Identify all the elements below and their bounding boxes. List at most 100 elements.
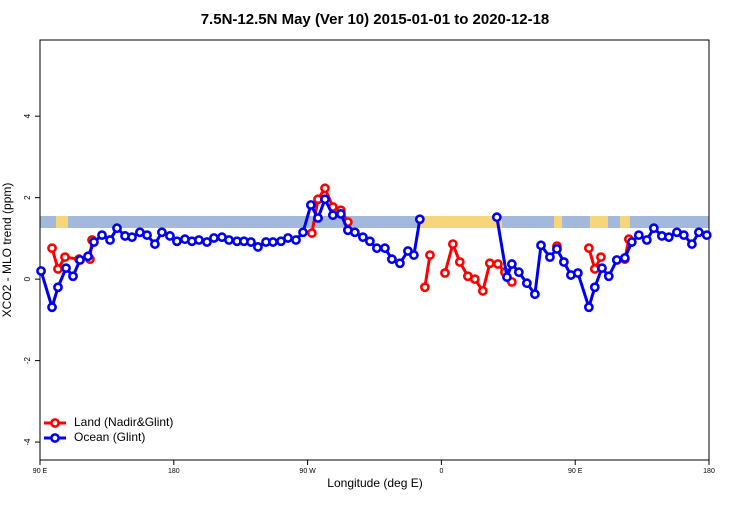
data-point [678, 230, 689, 241]
data-point [313, 213, 323, 223]
plot-frame [39, 39, 710, 461]
data-point [454, 257, 465, 267]
data-point [75, 255, 85, 265]
data-point [641, 235, 652, 245]
land-patch [620, 216, 630, 228]
data-point [545, 252, 555, 263]
data-point [127, 232, 137, 243]
data-point [47, 243, 57, 254]
x-tick-label: 0 [439, 468, 443, 475]
data-point [224, 235, 234, 245]
data-point [596, 252, 606, 263]
x-tick-label: 180 [703, 468, 715, 475]
data-point [477, 286, 488, 296]
data-point [414, 214, 425, 225]
data-point [693, 227, 704, 238]
data-point [83, 251, 93, 262]
data-point [172, 236, 182, 247]
data-point [327, 210, 338, 221]
data-point [202, 237, 212, 247]
data-point [253, 242, 263, 252]
legend-label: Land (Nadir&Glint) [74, 415, 173, 429]
land-patch [590, 216, 608, 228]
data-point [380, 243, 390, 254]
data-point [559, 257, 569, 267]
data-point [364, 236, 375, 247]
y-tick-label: 0 [23, 276, 32, 281]
data-point [506, 259, 517, 269]
chart-title: 7.5N-12.5N May (Ver 10) 2015-01-01 to 20… [201, 11, 550, 28]
data-point [491, 212, 502, 223]
data-point [536, 240, 546, 251]
data-point [320, 194, 330, 205]
x-tick-label: 90 E [33, 468, 48, 475]
data-point [157, 227, 167, 238]
data-point [419, 282, 430, 293]
x-tick-label: 180 [168, 468, 180, 475]
y-tick-label: -2 [23, 356, 32, 364]
data-point [408, 250, 419, 260]
data-point [89, 237, 99, 247]
data-point [552, 244, 562, 254]
data-point [492, 259, 503, 269]
data-point [246, 237, 256, 247]
data-point [513, 267, 524, 278]
data-point [53, 282, 63, 293]
data-point [589, 282, 600, 293]
data-point [502, 272, 512, 282]
data-point [447, 239, 458, 249]
ocean-strip [40, 216, 709, 228]
data-point [268, 237, 278, 247]
data-point [150, 239, 160, 249]
data-point [469, 274, 480, 285]
map-strip [40, 216, 709, 228]
data-point [633, 230, 644, 241]
land-patch [56, 216, 68, 228]
data-point [60, 252, 70, 263]
data-point [320, 183, 330, 194]
data-point [530, 289, 540, 300]
data-point [142, 230, 152, 241]
data-point [194, 235, 204, 245]
y-axis-label: XCO2 - MLO trend (ppm) [0, 183, 14, 318]
land-patch [418, 216, 502, 228]
data-point [395, 258, 405, 269]
data-point [440, 268, 450, 278]
data-point [425, 250, 435, 260]
data-point [298, 227, 308, 238]
data-point [386, 254, 397, 265]
data-point [619, 253, 630, 263]
data-point [36, 266, 46, 276]
land-patch [554, 216, 562, 228]
y-tick-label: 2 [23, 195, 32, 200]
data-point [112, 223, 122, 234]
data-point [583, 243, 594, 254]
data-point [663, 232, 674, 243]
data-point [701, 230, 712, 241]
data-point [358, 232, 368, 243]
data-point [611, 255, 622, 265]
data-point [626, 237, 637, 247]
x-tick-label: 90 E [568, 468, 583, 475]
data-point [53, 264, 63, 274]
data-point [283, 233, 293, 243]
y-tick-label: -4 [23, 438, 32, 446]
data-point [603, 271, 614, 282]
data-point [336, 209, 346, 219]
data-point [47, 302, 57, 313]
data-point [583, 302, 594, 313]
data-point [291, 235, 301, 245]
data-point [305, 200, 316, 210]
data-point [484, 258, 495, 269]
legend-marker [50, 433, 60, 443]
data-point [648, 223, 659, 234]
data-point [521, 278, 532, 289]
x-tick-label: 90 W [299, 468, 316, 475]
data-point [687, 239, 697, 249]
legend: Land (Nadir&Glint)Ocean (Glint) [44, 415, 173, 444]
data-point [61, 263, 71, 274]
data-point [307, 228, 317, 238]
data-point [209, 233, 219, 243]
x-axis-label: Longitude (deg E) [327, 476, 422, 490]
